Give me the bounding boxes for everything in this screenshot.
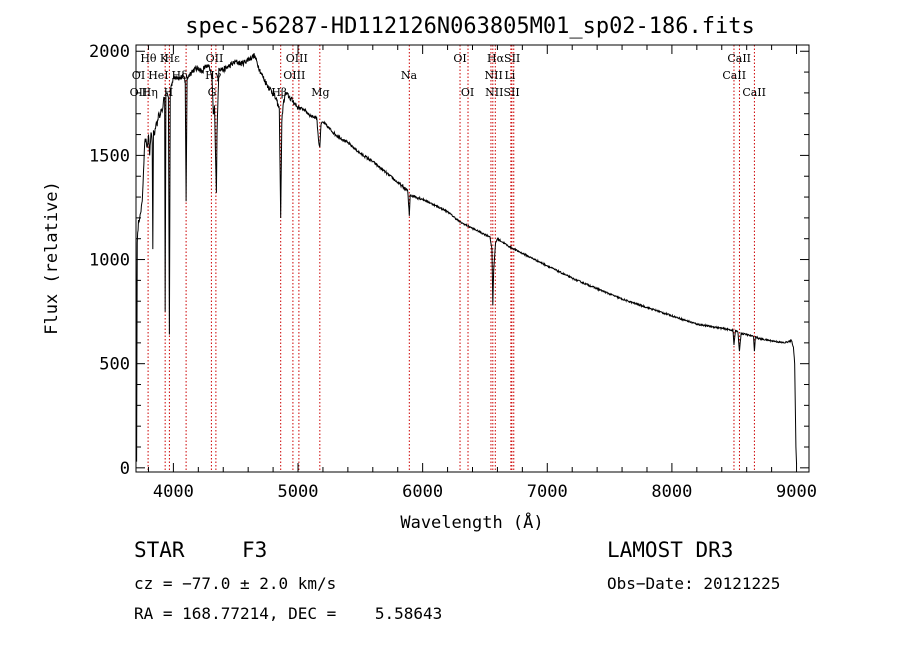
line-label: K [160, 52, 169, 65]
line-label: NIISII [485, 86, 520, 99]
line-label: HeI [148, 69, 168, 82]
line-label: OI [132, 69, 145, 82]
line-label: HαSII [487, 52, 520, 65]
y-tick-label: 1500 [89, 146, 130, 166]
line-label: CaII [742, 86, 766, 99]
x-tick-label: 5000 [278, 482, 319, 502]
plot-frame [135, 44, 810, 473]
survey-name: LAMOST DR3 [607, 538, 734, 562]
line-label: OIII [283, 69, 305, 82]
line-label: OIII [286, 52, 308, 65]
line-label: Mg [311, 86, 329, 99]
line-label: Li [504, 69, 515, 82]
observation-date: Obs−Date: 20121225 [607, 574, 781, 593]
flux-series-line [135, 52, 798, 464]
x-tick-label: 4000 [153, 482, 194, 502]
chart-title: spec-56287-HD112126N063805M01_sp02-186.f… [185, 14, 755, 39]
y-tick-label: 1000 [89, 251, 130, 271]
line-label: OII [206, 52, 224, 65]
line-label: Hε [164, 52, 180, 65]
spectral-line-markers [147, 45, 755, 472]
line-label: H [164, 86, 174, 99]
x-axis-label: Wavelength (Å) [400, 511, 543, 533]
x-tick-label: 7000 [527, 482, 568, 502]
object-subclass: F3 [242, 538, 268, 562]
x-tick-label: 8000 [651, 482, 692, 502]
line-label: OI [453, 52, 466, 65]
redshift-info: cz = −77.0 ± 2.0 km/s [134, 574, 337, 593]
line-label: Na [401, 69, 418, 82]
line-label: OI [461, 86, 474, 99]
line-label: G [208, 86, 217, 99]
y-axis-ticks: 0 500 1000 1500 2000 [89, 42, 809, 479]
x-tick-label: 9000 [776, 482, 817, 502]
line-label: Hβ [271, 86, 287, 99]
line-label: Hθ [140, 52, 157, 65]
line-label: CaII [727, 52, 751, 65]
line-label: Hη [142, 86, 158, 99]
y-axis-label: Flux (relative) [42, 181, 62, 335]
y-tick-label: 0 [120, 459, 130, 479]
x-axis-ticks: 4000 5000 6000 7000 8000 9000 [147, 45, 817, 502]
line-label: Hγ [205, 69, 222, 82]
object-class: STAR [134, 538, 185, 562]
line-label: NII [485, 69, 503, 82]
line-label: CaII [722, 69, 746, 82]
coordinates: RA = 168.77214, DEC = 5.58643 [134, 604, 443, 623]
y-tick-label: 2000 [89, 42, 130, 62]
y-tick-label: 500 [99, 355, 130, 375]
x-tick-label: 6000 [402, 482, 443, 502]
